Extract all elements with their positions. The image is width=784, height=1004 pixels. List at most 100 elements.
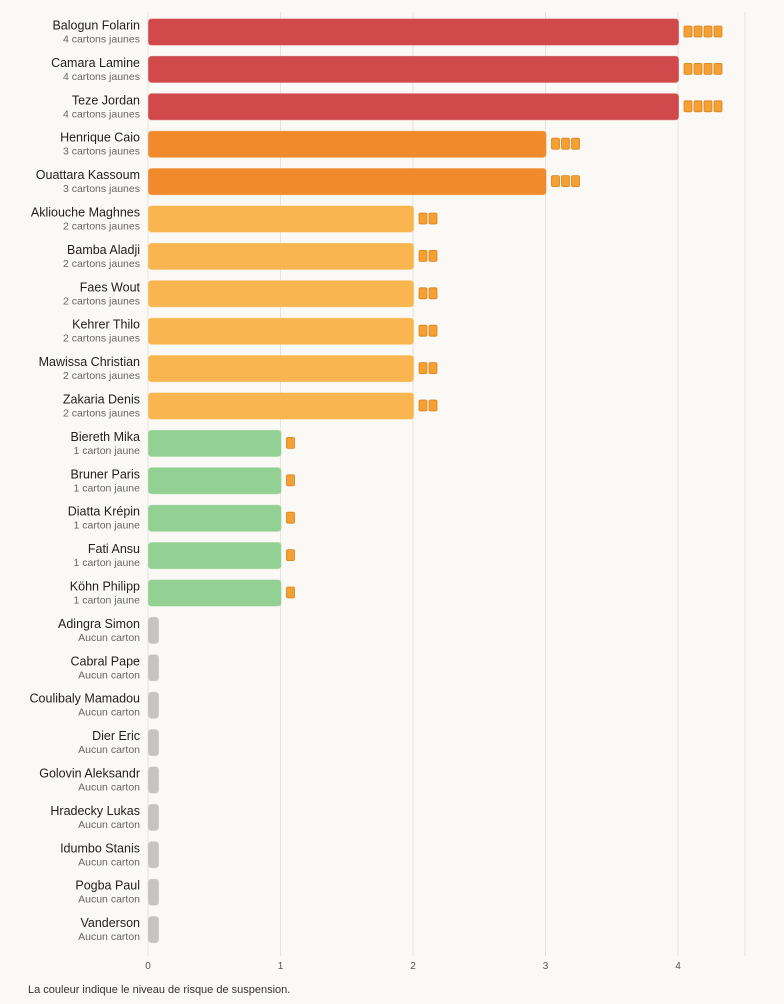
yellow-card-icon — [428, 212, 438, 225]
player-card-count: 2 cartons jaunes — [63, 333, 140, 345]
yellow-card-icon — [418, 212, 428, 225]
player-card-count: 2 cartons jaunes — [63, 221, 140, 233]
player-name: Balogun Folarin — [52, 19, 140, 33]
yellow-card-icon — [551, 137, 560, 150]
player-card-count: Aucun carton — [78, 894, 140, 906]
yellow-card-icon — [286, 549, 295, 561]
player-name: Biereth Mika — [71, 430, 141, 444]
bars — [148, 18, 723, 944]
bar-16 — [148, 579, 282, 607]
player-card-count: 2 cartons jaunes — [63, 295, 140, 307]
bar-9 — [148, 317, 414, 345]
player-card-count: 1 carton jaune — [73, 482, 140, 494]
player-card-count: Aucun carton — [78, 707, 140, 719]
bar-4 — [148, 130, 547, 158]
bar-24 — [148, 878, 159, 906]
yellow-card-icon — [428, 287, 438, 300]
yellow-card-icon — [428, 324, 438, 337]
bar-11 — [148, 392, 414, 420]
bar-18 — [148, 654, 159, 682]
bar-7 — [148, 242, 414, 270]
yellow-card-icon — [703, 63, 713, 75]
x-axis: 0 1 2 3 4 — [145, 961, 681, 972]
player-card-count: 2 cartons jaunes — [63, 408, 140, 420]
yellow-card-icon — [683, 63, 693, 75]
player-name: Camara Lamine — [51, 56, 140, 70]
yellow-card-icon — [418, 324, 428, 337]
yellow-card-icon — [693, 100, 703, 113]
yellow-card-icon — [428, 249, 438, 262]
player-name: Zakaria Denis — [63, 393, 140, 407]
yellow-card-icon — [693, 25, 703, 38]
bar-25 — [148, 916, 159, 944]
bar-15 — [148, 542, 282, 570]
yellow-card-icon — [286, 586, 295, 599]
player-name: Idumbo Stanis — [60, 841, 140, 855]
yellow-card-icon — [418, 362, 428, 375]
yellow-card-icon — [561, 137, 570, 150]
player-name: Ouattara Kassoum — [36, 168, 140, 182]
player-name: Köhn Philipp — [70, 580, 140, 594]
x-tick-label: 3 — [543, 961, 549, 972]
yellow-card-icon — [428, 399, 438, 412]
bar-6 — [148, 205, 414, 233]
player-name: Diatta Krépin — [68, 505, 140, 519]
bar-19 — [148, 691, 159, 719]
chart-footnote: La couleur indique le niveau de risque d… — [28, 984, 291, 996]
bar-5 — [148, 168, 547, 196]
player-name: Henrique Caio — [60, 131, 140, 145]
player-card-count: 1 carton jaune — [73, 595, 140, 607]
yellow-card-icon — [571, 137, 580, 150]
bar-23 — [148, 841, 159, 869]
bar-17 — [148, 616, 159, 644]
x-tick-label: 4 — [675, 961, 681, 972]
player-card-count: 4 cartons jaunes — [63, 34, 140, 46]
player-name: Pogba Paul — [75, 879, 140, 893]
x-tick-label: 0 — [145, 961, 151, 972]
player-name: Coulibaly Mamadou — [30, 692, 141, 706]
player-card-count: 4 cartons jaunes — [63, 108, 140, 120]
yellow-card-icon — [551, 175, 560, 188]
player-card-count: Aucun carton — [78, 632, 140, 644]
yellow-card-icon — [713, 100, 723, 113]
x-tick-label: 2 — [410, 961, 416, 972]
bar-8 — [148, 280, 414, 308]
bar-1 — [148, 18, 679, 46]
yellow-card-icon — [428, 362, 438, 375]
yellow-card-icon — [571, 175, 580, 188]
player-card-count: 1 carton jaune — [73, 520, 140, 532]
player-name: Faes Wout — [80, 280, 141, 294]
player-name: Teze Jordan — [72, 93, 140, 107]
bar-20 — [148, 729, 159, 757]
bar-12 — [148, 429, 282, 457]
bar-21 — [148, 766, 159, 794]
bar-10 — [148, 355, 414, 383]
yellow-card-icon — [561, 175, 570, 188]
player-card-count: Aucun carton — [78, 931, 140, 943]
bar-13 — [148, 467, 282, 495]
player-name: Kehrer Thilo — [72, 318, 140, 332]
yellow-card-icon — [286, 474, 295, 487]
bar-14 — [148, 504, 282, 532]
player-name: Bruner Paris — [71, 467, 140, 481]
player-name: Dier Eric — [92, 729, 140, 743]
player-card-count: 2 cartons jaunes — [63, 370, 140, 382]
player-card-count: 1 carton jaune — [73, 557, 140, 569]
player-name: Adingra Simon — [58, 617, 140, 631]
bar-3 — [148, 93, 679, 121]
player-card-count: Aucun carton — [78, 819, 140, 831]
player-card-count: 4 cartons jaunes — [63, 71, 140, 83]
player-card-count: 1 carton jaune — [73, 445, 140, 457]
player-name: Cabral Pape — [71, 654, 141, 668]
player-card-count: Aucun carton — [78, 856, 140, 868]
player-card-count: Aucun carton — [78, 669, 140, 681]
yellow-card-icon — [713, 25, 723, 38]
bar-22 — [148, 803, 159, 831]
player-name: Hradecky Lukas — [50, 804, 140, 818]
yellow-card-icon — [418, 399, 428, 412]
player-card-count: 2 cartons jaunes — [63, 258, 140, 270]
x-tick-label: 1 — [278, 961, 284, 972]
yellow-card-icon — [693, 63, 703, 75]
